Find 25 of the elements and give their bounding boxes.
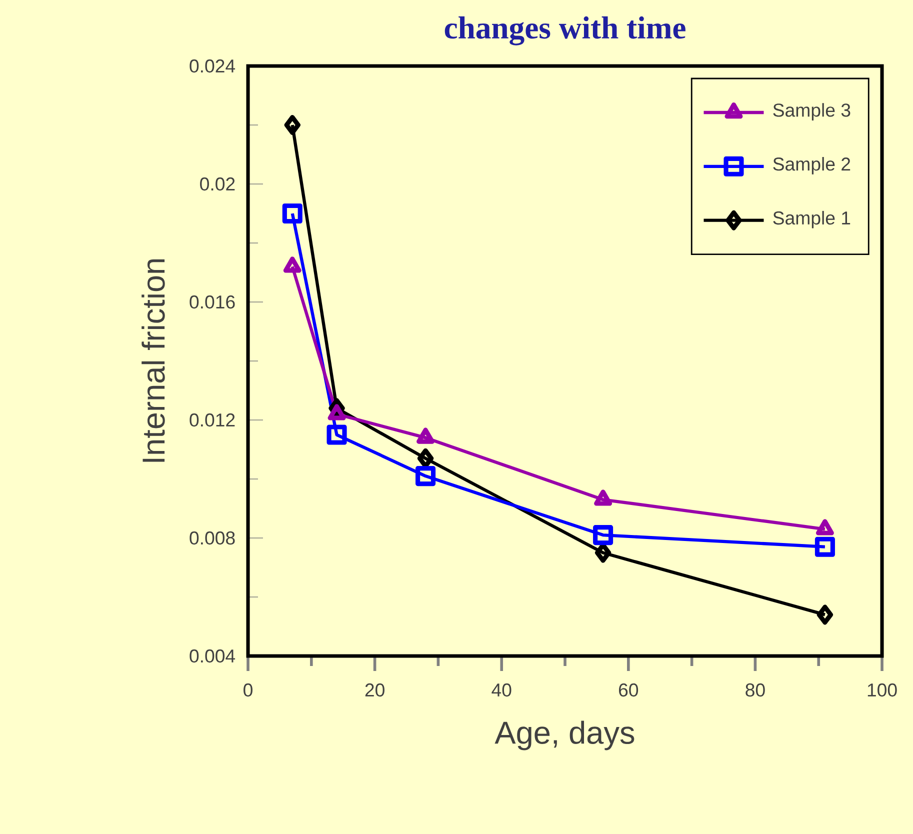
x-tick-label: 20 xyxy=(365,683,384,697)
x-tick-label: 40 xyxy=(492,683,512,697)
chart-title: changes with time xyxy=(444,16,686,46)
legend-label: Sample 1 xyxy=(773,210,850,228)
x-axis-title: Age, days xyxy=(494,720,634,750)
x-tick-label: 100 xyxy=(868,683,897,697)
point xyxy=(814,536,835,557)
x-tick-label: 80 xyxy=(746,683,765,697)
y-tick-label: 0.012 xyxy=(190,413,235,427)
y-tick-label: 0.02 xyxy=(200,177,235,191)
point xyxy=(284,114,300,136)
y-tick-label: 0.016 xyxy=(190,295,235,309)
y-tick-label: 0.008 xyxy=(190,531,235,545)
x-tick-label: 60 xyxy=(618,683,638,697)
point xyxy=(593,525,614,546)
y-tick-label: 0.004 xyxy=(190,649,236,663)
x-tick-label: 0 xyxy=(244,683,252,697)
y-tick-label: 0.024 xyxy=(190,59,236,73)
point xyxy=(416,466,436,486)
point xyxy=(326,424,347,445)
legend-label: Sample 3 xyxy=(773,103,850,120)
point xyxy=(282,203,302,224)
legend-label: Sample 2 xyxy=(773,157,850,174)
point xyxy=(816,604,834,625)
y-axis-title: Internal friction xyxy=(142,259,165,462)
